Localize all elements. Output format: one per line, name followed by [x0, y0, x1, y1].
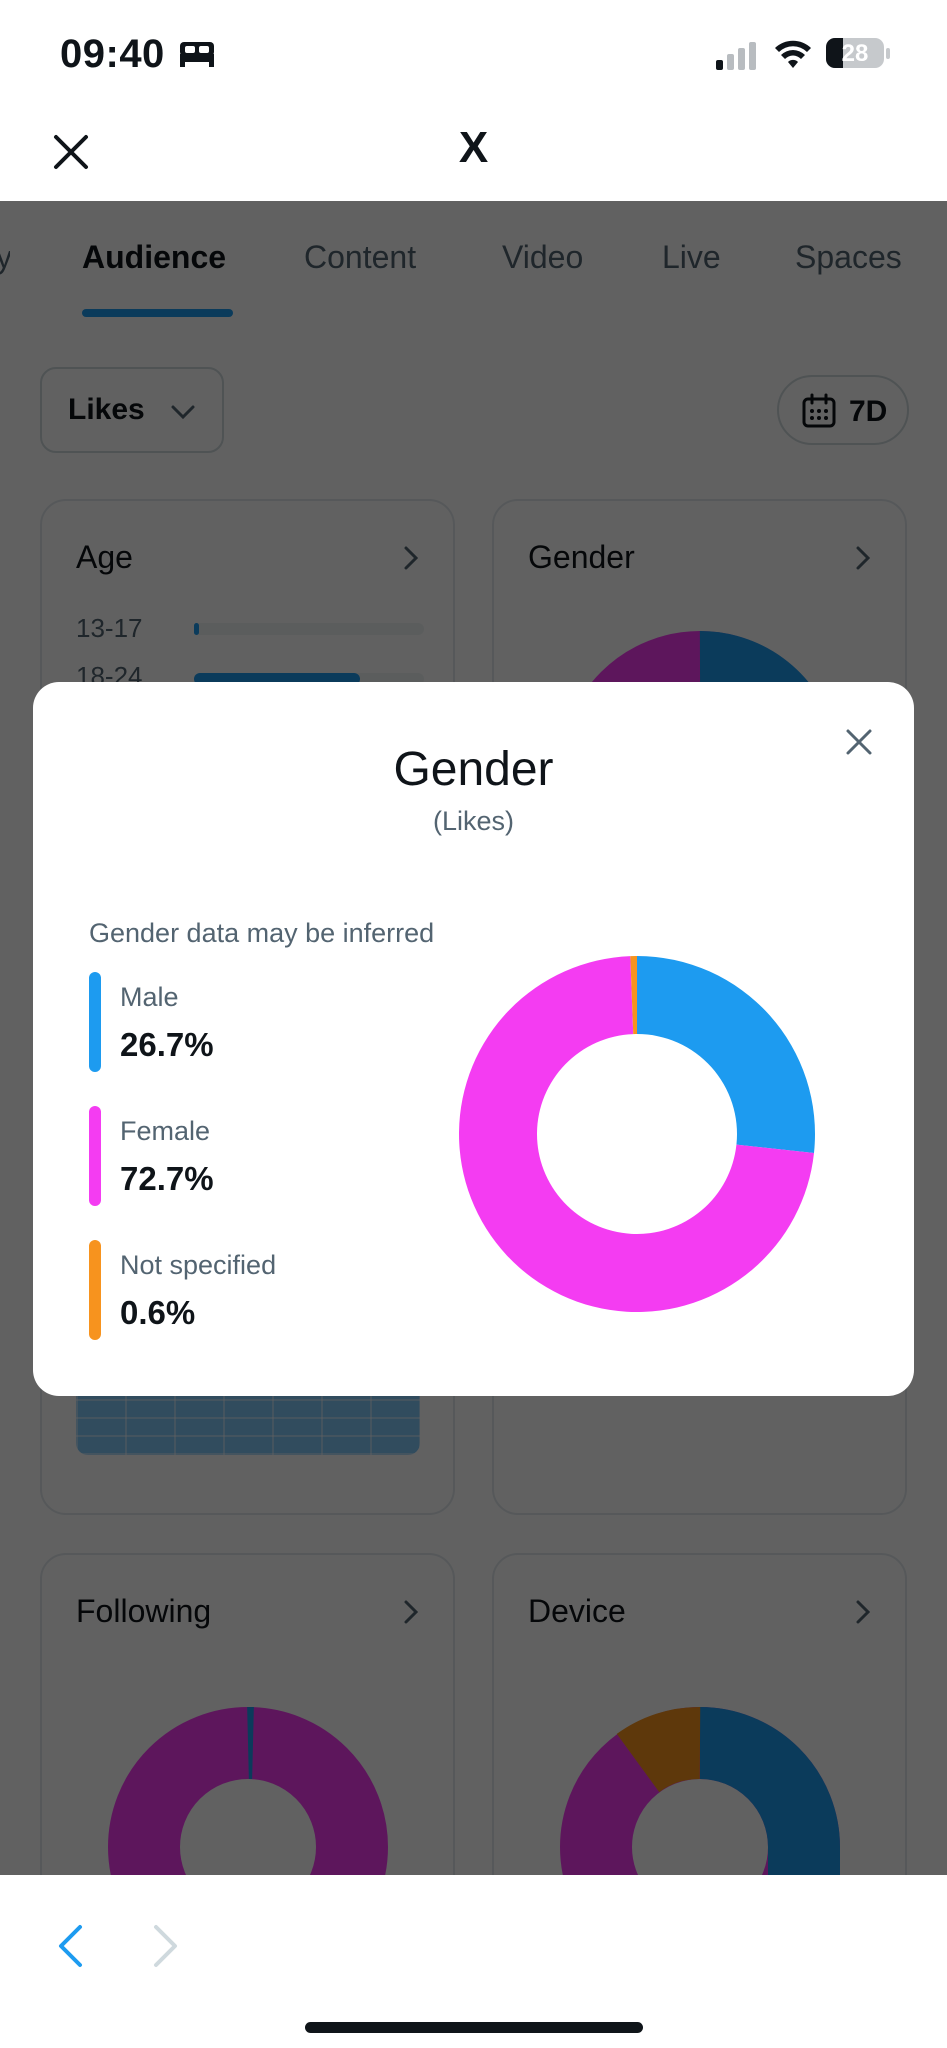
battery-icon: 28 — [826, 38, 884, 68]
date-range-label: 7D — [849, 395, 888, 428]
modal-subtitle: (Likes) — [432, 806, 514, 836]
tab-video[interactable]: Video — [502, 239, 584, 275]
donut-slice-female — [459, 956, 814, 1312]
chevron-right-icon — [856, 546, 871, 570]
calendar-icon — [802, 393, 836, 428]
chevron-right-icon — [404, 1600, 419, 1624]
following-mini-donut — [108, 1707, 388, 1875]
legend-name: Female — [120, 1116, 211, 1146]
status-time: 09:40 — [60, 32, 165, 76]
battery-level: 28 — [841, 40, 869, 67]
home-indicator — [305, 2022, 643, 2033]
chevron-right-icon — [856, 1600, 871, 1624]
top-header: X — [0, 105, 947, 201]
legend-value: 72.7% — [120, 1160, 214, 1197]
donut-slice-male — [637, 956, 815, 1153]
age-label: 13-17 — [76, 613, 143, 643]
legend-name: Male — [120, 982, 179, 1012]
chevron-right-icon[interactable] — [152, 1923, 180, 1969]
bottom-navigation — [0, 1875, 947, 2048]
legend-swatch — [89, 1240, 101, 1340]
metric-dropdown[interactable]: Likes — [40, 367, 224, 453]
close-icon[interactable] — [839, 722, 879, 762]
active-tab-indicator — [82, 309, 233, 317]
age-bar-fill — [194, 623, 199, 635]
tab-audience[interactable]: Audience — [82, 239, 227, 275]
date-range-button[interactable]: 7D — [777, 375, 909, 445]
device-mini-donut — [560, 1707, 840, 1875]
legend-item-female: Female 72.7% — [89, 1106, 429, 1206]
status-bar: 09:40 28 — [0, 0, 947, 105]
legend-item-not-specified: Not specified 0.6% — [89, 1240, 429, 1340]
wifi-icon — [775, 40, 811, 68]
sleep-icon — [180, 42, 214, 67]
tab-content[interactable]: Content — [304, 239, 417, 275]
legend-name: Not specified — [120, 1250, 277, 1280]
legend-swatch — [89, 1106, 101, 1206]
age-card-title: Age — [76, 539, 133, 575]
legend-value: 0.6% — [120, 1294, 196, 1331]
chevron-left-icon[interactable] — [56, 1923, 84, 1969]
cellular-signal-icon — [716, 42, 756, 70]
modal-title: Gender — [393, 743, 554, 796]
close-icon[interactable] — [52, 133, 90, 171]
tab-spaces[interactable]: Spaces — [795, 239, 902, 275]
gender-modal: Gender (Likes) Gender data may be inferr… — [33, 682, 914, 1396]
battery-cap — [886, 48, 890, 59]
tab-live[interactable]: Live — [662, 239, 721, 275]
device-card[interactable]: Device — [492, 1553, 907, 1875]
chevron-right-icon — [404, 546, 419, 570]
legend-item-male: Male 26.7% — [89, 972, 429, 1072]
header-title: X — [458, 123, 489, 172]
gender-donut-chart — [459, 956, 815, 1312]
following-card-title: Following — [76, 1593, 212, 1629]
device-card-title: Device — [528, 1593, 626, 1629]
age-bar-track — [194, 623, 424, 635]
legend-swatch — [89, 972, 101, 1072]
gender-card-title: Gender — [528, 539, 635, 575]
donut-slice-not-specified — [630, 956, 637, 1035]
metric-label: Likes — [68, 393, 145, 426]
inferred-note: Gender data may be inferred — [89, 918, 435, 948]
chevron-down-icon — [171, 405, 195, 420]
tab-partial[interactable]: y — [0, 239, 10, 275]
following-card[interactable]: Following — [40, 1553, 455, 1875]
legend-value: 26.7% — [120, 1026, 214, 1063]
